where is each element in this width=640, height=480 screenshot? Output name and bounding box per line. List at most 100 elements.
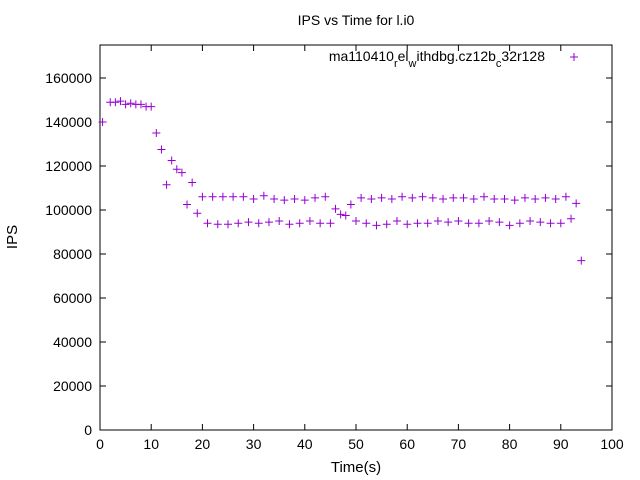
data-point <box>98 118 107 126</box>
data-point <box>126 99 135 108</box>
data-point <box>398 192 407 201</box>
data-point <box>474 219 483 228</box>
legend-entry-label: ma110410relwithdbg.cz12bc32r128 <box>329 48 545 70</box>
data-point <box>377 193 386 202</box>
data-point <box>188 178 197 187</box>
y-tick-label: 80000 <box>53 246 92 262</box>
data-point <box>408 193 417 202</box>
data-point <box>546 219 555 228</box>
data-point <box>439 195 448 203</box>
y-tick-label: 40000 <box>53 334 92 350</box>
data-point <box>229 192 238 201</box>
x-tick-label: 100 <box>600 436 624 452</box>
data-point <box>346 200 355 209</box>
data-point <box>480 192 488 201</box>
y-tick-label: 20000 <box>53 378 92 394</box>
data-point <box>382 220 391 229</box>
data-point <box>147 102 156 111</box>
data-point <box>556 219 565 228</box>
data-point <box>454 217 463 225</box>
y-tick-label: 140000 <box>45 114 92 130</box>
y-axis: 0 20000 40000 60000 80000 100000 120000 140000 1… <box>45 70 612 438</box>
data-point <box>234 219 243 228</box>
data-point <box>551 195 560 203</box>
data-point <box>167 156 176 165</box>
data-point <box>316 219 325 228</box>
x-tick-label: 0 <box>96 436 104 452</box>
data-point <box>469 195 478 203</box>
chart-title: IPS vs Time for l.i0 <box>298 12 415 28</box>
data-point <box>572 199 581 208</box>
data-point <box>305 217 314 225</box>
data-point <box>198 192 207 201</box>
x-tick-label: 40 <box>297 436 313 452</box>
x-axis-label: Time(s) <box>331 459 381 476</box>
y-tick-label: 100000 <box>45 202 92 218</box>
data-point <box>367 195 376 203</box>
data-point <box>352 217 360 225</box>
data-point <box>577 256 586 265</box>
data-point <box>336 210 345 219</box>
data-point <box>152 129 161 137</box>
x-tick-label: 30 <box>246 436 262 452</box>
x-tick-label: 20 <box>195 436 211 452</box>
data-point <box>311 193 320 202</box>
data-point <box>326 219 335 228</box>
data-point <box>244 218 253 227</box>
data-point <box>495 218 504 227</box>
data-point <box>403 220 412 229</box>
data-point <box>239 192 248 201</box>
x-tick-label: 70 <box>451 436 467 452</box>
legend: ma110410relwithdbg.cz12bc32r128 <box>329 48 578 70</box>
data-point <box>295 219 304 228</box>
data-point <box>428 193 437 202</box>
legend-marker <box>570 53 578 61</box>
x-axis: 0 10 20 30 40 50 60 70 80 90 100 <box>96 45 624 452</box>
x-tick-label: 90 <box>553 436 569 452</box>
y-tick-label: 0 <box>84 422 92 438</box>
data-point <box>459 193 468 202</box>
data-point <box>331 204 340 213</box>
data-point <box>505 221 514 230</box>
data-point <box>183 200 192 209</box>
data-point <box>567 214 576 223</box>
data-point <box>254 219 263 228</box>
data-point <box>341 211 350 220</box>
y-axis-label: IPS <box>4 225 21 249</box>
data-point <box>372 221 381 230</box>
data-point <box>526 217 535 225</box>
data-point <box>193 209 202 218</box>
data-point <box>208 192 217 201</box>
data-point <box>510 196 519 205</box>
x-tick-label: 60 <box>399 436 415 452</box>
data-point <box>157 145 166 154</box>
data-point <box>116 97 125 106</box>
data-point <box>275 217 284 225</box>
data-point <box>536 218 545 227</box>
data-point <box>449 193 458 202</box>
data-point <box>362 219 371 228</box>
data-point <box>464 219 473 228</box>
data-point <box>485 217 494 225</box>
y-tick-label: 60000 <box>53 290 92 306</box>
data-point <box>172 165 181 174</box>
data-point <box>218 192 227 201</box>
data-point <box>357 193 366 202</box>
data-point <box>418 192 427 201</box>
data-point <box>264 218 273 227</box>
data-point <box>177 168 186 177</box>
data-point <box>270 195 279 203</box>
data-point <box>213 220 222 229</box>
data-point <box>520 193 529 202</box>
data-point <box>541 193 550 202</box>
data-point <box>387 195 396 203</box>
data-point <box>203 219 212 228</box>
data-point <box>162 180 171 189</box>
data-point <box>224 220 232 229</box>
x-tick-label: 50 <box>348 436 364 452</box>
legend-marker-plus <box>570 53 578 61</box>
data-point <box>321 192 330 201</box>
y-tick-label: 120000 <box>45 158 92 174</box>
data-point <box>515 219 524 228</box>
data-point <box>290 195 299 203</box>
